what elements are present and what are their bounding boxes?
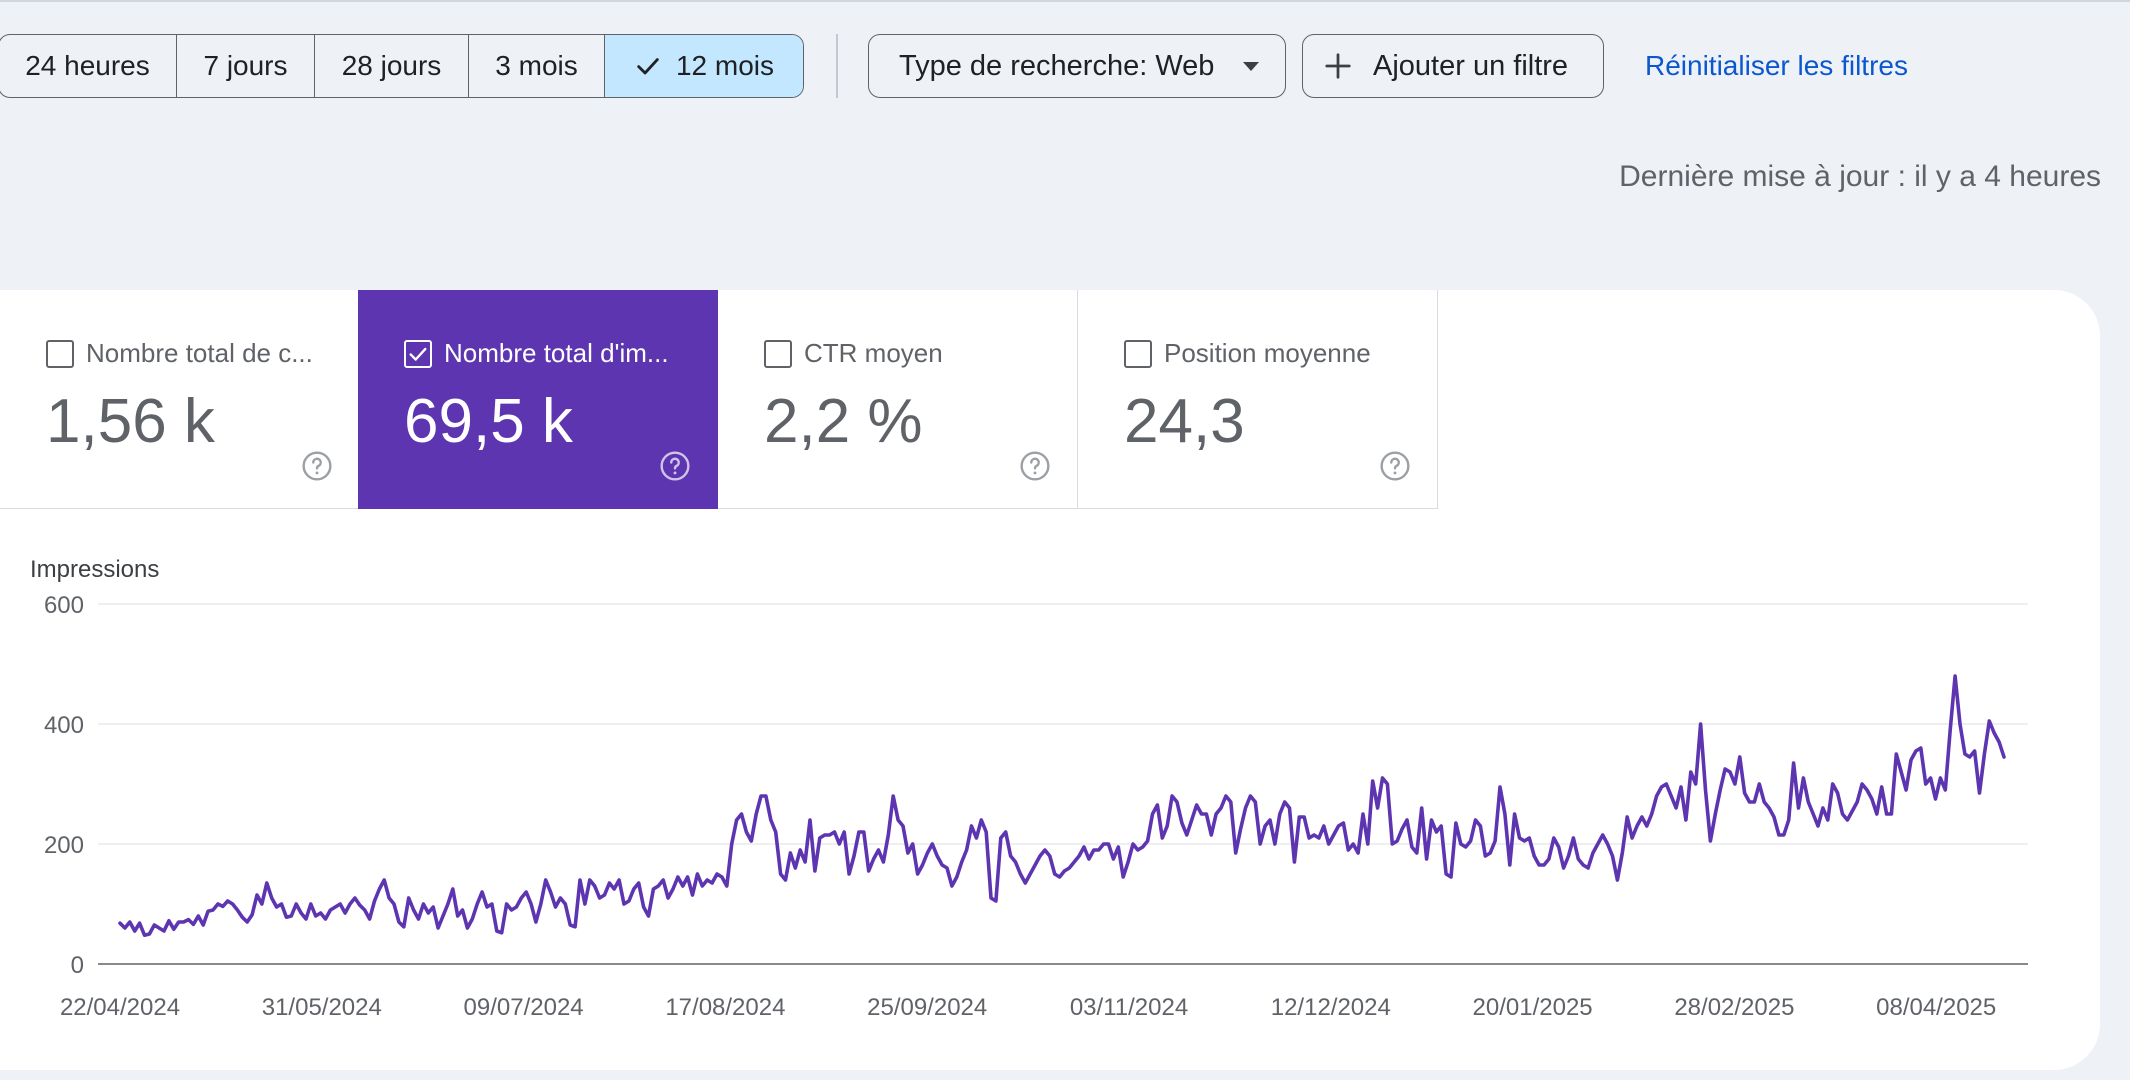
dropdown-caret-icon [1243,62,1259,71]
top-divider [0,0,2130,2]
checkbox-icon[interactable] [404,340,432,368]
metric-label: Nombre total de c... [86,338,313,368]
date-range-selector: 24 heures 7 jours 28 jours 3 mois 12 moi… [0,34,804,98]
search-type-label: Type de recherche: Web [899,49,1215,82]
range-option-label: 28 jours [341,50,442,81]
range-option-3m[interactable]: 3 mois [469,35,605,97]
help-icon[interactable] [659,450,691,482]
y-axis-title: Impressions [30,556,160,583]
metric-average-ctr[interactable]: CTR moyen 2,2 % [718,290,1078,509]
search-type-dropdown[interactable]: Type de recherche: Web [868,34,1286,98]
metric-average-position[interactable]: Position moyenne 24,3 [1078,290,1438,509]
range-option-label: 7 jours [203,50,288,81]
metric-value: 2,2 % [764,387,923,456]
range-option-12m[interactable]: 12 mois [605,35,803,97]
range-option-label: 12 mois [675,50,775,81]
checkbox-icon[interactable] [764,340,792,368]
add-filter-label: Ajouter un filtre [1373,49,1569,82]
metric-total-clicks[interactable]: Nombre total de c... 1,56 k [0,290,360,509]
help-icon[interactable] [1019,450,1051,482]
metric-value: 24,3 [1124,387,1245,456]
add-filter-button[interactable]: Ajouter un filtre [1302,34,1604,98]
performance-card: Nombre total de c... 1,56 k Nombre total… [0,290,2100,1070]
help-icon[interactable] [301,450,333,482]
metric-label: Nombre total d'im... [444,338,669,368]
metric-total-impressions[interactable]: Nombre total d'im... 69,5 k [358,290,718,509]
help-icon[interactable] [1379,450,1411,482]
metric-value: 69,5 k [404,387,573,456]
range-option-7d[interactable]: 7 jours [177,35,315,97]
toolbar-separator [836,34,838,98]
checkbox-icon[interactable] [1124,340,1152,368]
range-option-label: 24 heures [25,50,150,81]
checkbox-icon[interactable] [46,340,74,368]
metric-value: 1,56 k [46,387,215,456]
metric-label: Position moyenne [1164,338,1371,368]
metric-label: CTR moyen [804,338,943,368]
range-option-label: 3 mois [495,50,578,81]
range-option-28d[interactable]: 28 jours [315,35,469,97]
range-option-24h[interactable]: 24 heures [0,35,177,97]
check-icon [637,58,659,75]
check-icon [409,347,427,361]
reset-filters-link[interactable]: Réinitialiser les filtres [1645,50,1908,81]
plus-icon [1325,53,1351,79]
last-updated-text: Dernière mise à jour : il y a 4 heures [1619,160,2101,193]
